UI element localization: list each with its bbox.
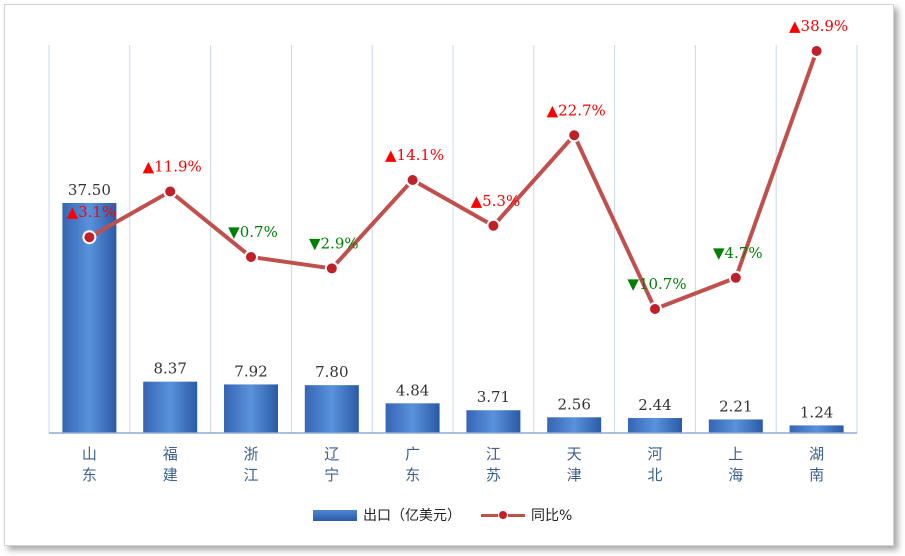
legend-bar-label: 出口（亿美元） [363,508,461,524]
bar-8 [708,419,763,433]
x-tick-label-5: 苏 [486,466,501,484]
x-tick-label-6: 津 [567,466,582,484]
x-tick-label-8: 上 [728,445,743,463]
x-tick-label-7: 河 [647,445,662,463]
trend-up-icon: ▲ [67,203,79,221]
x-tick-label-3: 宁 [324,466,339,484]
yoy-point-4 [405,173,420,187]
yoy-label-7: ▼10.7% [627,275,686,293]
trend-down-icon: ▼ [228,223,240,241]
x-tick-label-4: 东 [405,466,420,484]
yoy-point-8 [728,270,743,285]
legend-line-swatch [481,509,525,521]
yoy-label-0: ▲3.1% [67,203,117,221]
trend-up-icon: ▲ [143,157,155,175]
bar-7 [628,418,682,433]
bar-value-label-4: 4.84 [396,381,429,399]
trend-up-icon: ▲ [385,146,397,164]
yoy-label-3: ▼2.9% [309,234,359,252]
x-tick-label-0: 东 [82,466,97,484]
yoy-label-1: ▲11.9% [143,157,202,175]
trend-up-icon: ▲ [471,192,483,210]
bar-value-label-1: 8.37 [153,360,186,378]
x-tick-label-2: 江 [243,466,258,484]
x-tick-label-4: 广 [405,445,420,463]
trend-down-icon: ▼ [627,275,639,293]
bar-value-label-6: 2.56 [557,395,590,413]
legend-item-bar: 出口（亿美元） [313,505,461,525]
x-tick-label-6: 天 [567,445,582,463]
yoy-label-6: ▲22.7% [547,101,606,119]
yoy-point-2 [244,249,258,264]
yoy-label-5: ▲5.3% [471,192,521,210]
yoy-point-0 [82,230,97,245]
x-tick-label-5: 江 [486,445,501,463]
bar-value-label-3: 7.80 [315,363,348,381]
bar-value-label-0: 37.50 [68,181,111,199]
yoy-label-8: ▼4.7% [713,244,763,262]
bar-3 [304,385,359,433]
trend-down-icon: ▼ [309,234,321,252]
chart-frame: 37.50 8.37 7.92 7.80 4.84 3.71 2.56 2.44 2.21 1.2… [4,4,894,546]
yoy-point-9 [809,44,824,58]
bar-value-label-5: 3.71 [477,388,510,406]
x-tick-label-0: 山 [82,445,97,463]
bar-1 [143,381,198,433]
yoy-label-2: ▼0.7% [228,223,278,241]
yoy-label-4: ▲14.1% [385,146,444,164]
yoy-line [88,50,819,311]
bar-value-label-7: 2.44 [638,396,671,414]
bar-series [62,203,844,433]
x-tick-label-7: 北 [647,466,662,484]
x-tick-label-1: 建 [163,466,178,484]
line-series [82,44,824,316]
chart-svg: 37.50 8.37 7.92 7.80 4.84 3.71 2.56 2.44 2.21 1.2… [48,17,858,484]
trend-down-icon: ▼ [713,244,725,262]
yoy-point-3 [324,261,339,276]
bar-2 [224,384,278,433]
bar-value-label-9: 1.24 [800,403,833,421]
legend-line-label: 同比% [531,508,573,524]
bar-9 [789,425,844,433]
trend-up-icon: ▲ [547,101,559,119]
x-tick-label-9: 南 [809,466,824,484]
legend: 出口（亿美元） 同比% [313,505,592,525]
yoy-point-5 [486,218,501,233]
bar-5 [466,410,521,433]
bar-4 [385,403,440,433]
bar-value-label-8: 2.21 [719,397,752,415]
x-tick-label-1: 福 [163,445,178,463]
bar-value-label-2: 7.92 [234,362,267,380]
x-tick-label-3: 辽 [324,445,339,463]
x-tick-label-8: 海 [728,466,743,484]
bar-6 [547,417,602,433]
yoy-point-1 [163,184,178,199]
yoy-point-7 [648,302,662,316]
trend-up-icon: ▲ [789,17,801,35]
gridlines [48,45,858,433]
legend-item-line: 同比% [481,505,572,525]
legend-bar-swatch [313,509,357,521]
x-tick-label-2: 浙 [243,445,258,463]
data-labels: 37.50 8.37 7.92 7.80 4.84 3.71 2.56 2.44 2.21 1.2… [67,17,849,421]
x-tick-label-9: 湖 [809,445,824,463]
yoy-point-6 [567,128,582,143]
yoy-label-9: ▲38.9% [789,17,848,35]
